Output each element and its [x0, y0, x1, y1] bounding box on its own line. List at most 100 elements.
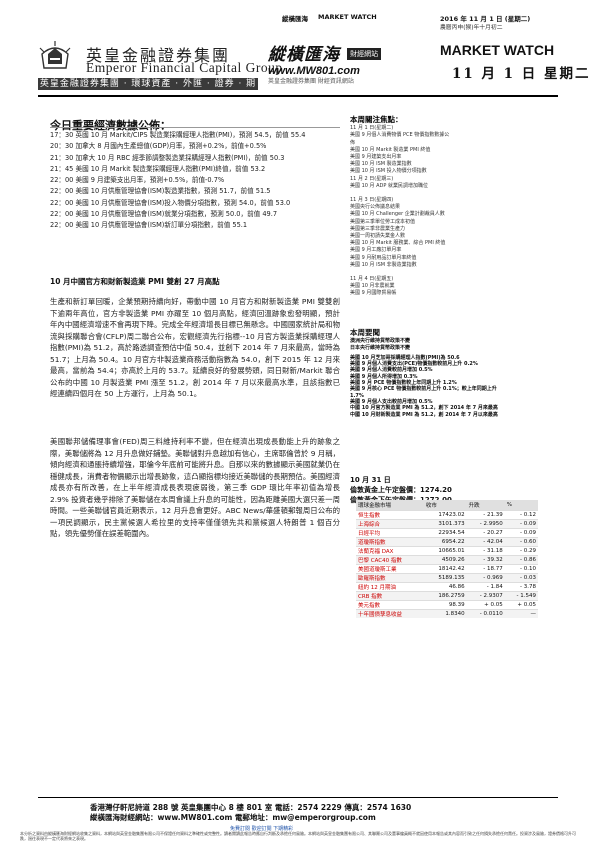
- table-row: 紐約 12 月期油 46.86- 1.84- 3.78: [356, 582, 538, 592]
- market-value-cell: 5189.135: [423, 573, 467, 583]
- emperor-logo-icon: [39, 41, 71, 69]
- table-row: 歐羅斯指數 5189.135- 0.969- 0.03: [356, 573, 538, 583]
- focus-line: 美國 9 月建築支出月率: [350, 154, 402, 161]
- eco-divider: [50, 127, 340, 128]
- table-row: CRB 指數 186.2759- 2.9307- 1.549: [356, 591, 538, 601]
- table-row: 美元指數 98.39 + 0.05 + 0.05: [356, 600, 538, 610]
- table-row: 上海綜合 3101.373- 2.9950- 0.09: [356, 519, 538, 529]
- focus-line: 美國第三季非農業生產力: [350, 225, 406, 232]
- news-line: 日本央行維持貨幣政策不變: [350, 344, 411, 351]
- market-value-cell: - 0.0110: [466, 609, 505, 618]
- firm-cn-name: 英皇金融證券集團: [86, 46, 231, 65]
- market-value-cell: - 0.09: [504, 528, 538, 538]
- market-value-cell: - 3.78: [504, 582, 538, 592]
- brand-cn: 縱橫匯海: [268, 45, 340, 65]
- market-name-cell: CRB 指數: [356, 591, 424, 601]
- market-value-cell: 3101.373: [423, 519, 467, 529]
- brand-url[interactable]: www.MW801.com: [268, 65, 360, 77]
- market-name-cell: 道瓊斯指數: [356, 537, 424, 547]
- market-value-cell: - 0.10: [504, 564, 538, 574]
- table-row: 恒生指數 17423.02- 21.39- 0.12: [356, 510, 538, 520]
- article-paragraph-2: 美國聯邦儲備理事會(FED)周三料維持利率不變，但在經濟出現成長動能上升的跡象之…: [50, 437, 340, 538]
- market-name-cell: 歐羅斯指數: [356, 573, 424, 583]
- top-mid-label: MARKET WATCH: [318, 13, 377, 21]
- gold-am-fix: 倫敦黃金上午定盤價：1274.20: [350, 486, 452, 494]
- market-value-cell: - 18.77: [466, 564, 505, 574]
- eco-item: 21：45 美國 10 月 Markit 製造業採購經理人指數(PMI)終值，前…: [50, 164, 266, 173]
- market-value-cell: + 0.05: [504, 600, 538, 610]
- gold-fix-date: 10 月 31 日: [350, 476, 391, 484]
- article-title: 10 月中國官方和財新製造業 PMI 雙創 27 月高點: [50, 277, 220, 286]
- focus-line: 11 月 2 日(星期三): [350, 175, 394, 182]
- market-value-cell: 1.8340: [423, 609, 467, 618]
- brand-block: 縱橫匯海 財經網站 www.MW801.com 英皇金融證券集團 財經資訊網站: [268, 40, 398, 85]
- focus-line: 美國 10 月 ADP 就業民調增加職位: [350, 182, 429, 189]
- focus-line: 美國 9 月耐用品訂單月率終值: [350, 254, 417, 261]
- market-value-cell: 6954.22: [423, 537, 467, 547]
- disclaimer: 本分析之資料由縱橫匯海財經網站收集之資料，本網站與英皇金融集團有限公司不保證任何…: [20, 831, 576, 841]
- market-name-cell: 恒生指數: [356, 510, 424, 520]
- market-value-cell: 10665.01: [423, 546, 467, 556]
- market-table-header: 環球金融市場 收市 升跌 %: [356, 500, 538, 511]
- market-value-cell: + 0.05: [466, 600, 505, 610]
- eco-item: 20：30 加拿大 8 月國內生產總值(GDP)月率，預測+0.2%，前值+0.…: [50, 142, 267, 151]
- subscribe-note[interactable]: 免費訂閱 歡迎訂閱 下期精彩: [230, 826, 294, 832]
- focus-line: 美國 10 月 Challenger 企業計劃裁員人數: [350, 211, 445, 218]
- market-watch-title: MARKET WATCH: [440, 42, 555, 58]
- table-row: 法蘭克福 DAX 10665.01- 31.18- 0.29: [356, 546, 538, 556]
- market-value-cell: - 2.9950: [466, 519, 505, 529]
- top-date-label: 2016 年 11 月 1 日 (星期二): [440, 15, 531, 23]
- table-row: 道瓊斯指數 6954.22- 42.04- 0.60: [356, 537, 538, 547]
- market-value-cell: - 31.18: [466, 546, 505, 556]
- footer-address: 香港灣仔軒尼詩道 288 號 英皇集團中心 8 樓 801 室 電話：2574 …: [90, 803, 412, 812]
- focus-line: 美國 10 月 Markit 製造業 PMI 終值: [350, 146, 431, 153]
- focus-line: 美國 10 月 Markit 服務業、綜合 PMI 終值: [350, 240, 446, 247]
- news-line: 美國 9 月核心 PCE 物價指數較前月上升 0.1%；較上年同期上升 1.7%: [350, 386, 497, 399]
- col-header: 環球金融市場: [356, 500, 424, 511]
- eco-item: 17：30 英國 10 月 Markit/CIPS 製造業採購經理人指數(PMI…: [50, 131, 306, 139]
- market-table: 環球金融市場 收市 升跌 % 恒生指數 17423.02- 21.39- 0.12…: [356, 500, 538, 618]
- market-name-cell: 十年國債孳息收益: [356, 609, 424, 618]
- eco-item: 21：30 加拿大 10 月 RBC 經季節調整製造業採購經理人指數(PMI)，…: [50, 153, 285, 162]
- market-value-cell: - 1.549: [504, 591, 538, 601]
- weekly-focus-heading: 本周關注焦點：: [350, 115, 403, 124]
- focus-line: 美國 10 月 ISM 製造業指數: [350, 161, 412, 168]
- table-row: 巴黎 CAC40 指數 4509.26- 39.32- 0.86: [356, 555, 538, 565]
- market-value-cell: 4509.26: [423, 555, 467, 565]
- news-line: 美國 10 月芝加哥採購經理人指數(PMI)為 50.6: [350, 354, 460, 361]
- market-value-cell: - 39.32: [466, 555, 505, 565]
- news-line: 澳洲央行維持貨幣政策不變: [350, 338, 411, 345]
- market-value-cell: 18142.42: [423, 564, 467, 574]
- weekly-news-box: 本周要聞 澳洲央行維持貨幣政策不變 日本央行維持貨幣政策不變 美國 10 月芝加…: [350, 329, 510, 418]
- market-value-cell: - 2.9307: [466, 591, 505, 601]
- eco-list: 17：30 英國 10 月 Markit/CIPS 製造業採購經理人指數(PMI…: [50, 130, 340, 232]
- market-name-cell: 美元指數: [356, 600, 424, 610]
- news-line: 中國 10 月財新製造業 PMI 為 51.2，創 2014 年 7 月以來最高: [350, 411, 498, 418]
- focus-spacer: [350, 269, 450, 276]
- market-value-cell: - 42.04: [466, 537, 505, 547]
- lunar-date: 農曆丙申(猴)年十月初二: [440, 25, 503, 31]
- focus-line: 美國 9 月個人消費物價 PCE 物價指數數據公佈: [350, 132, 450, 146]
- market-name-cell: 法蘭克福 DAX: [356, 546, 424, 556]
- eco-item: 22：00 美國 9 月建築支出月率，預測+0.5%，前值-0.7%: [50, 176, 225, 185]
- eco-heading: 今日重要經濟數據公佈：: [50, 119, 171, 132]
- footer-divider: [38, 797, 558, 798]
- focus-line: 美國 10 月非農就業: [350, 283, 395, 290]
- eco-item: 22：00 美國 10 月供應管理協會(ISM)新訂單分項指數，前值 55.1: [50, 221, 248, 230]
- news-line: 美國 9 月個人所得增加 0.3%: [350, 373, 418, 380]
- market-value-cell: - 0.86: [504, 555, 538, 565]
- issue-date: 11 月 1 日 星期二: [452, 66, 591, 82]
- focus-line: 11 月 3 日(星期四): [350, 197, 394, 204]
- market-value-cell: - 0.60: [504, 537, 538, 547]
- news-line: 美國 9 月 PCE 物價指數較上年同期上升 1.2%: [350, 380, 457, 387]
- market-value-cell: - 21.39: [466, 510, 505, 520]
- firm-banner: 英皇金融證券集團 · 環球資產 · 外匯 · 證券 · 期貨交易: [38, 78, 258, 101]
- brand-tag: 財經網站: [347, 48, 382, 60]
- col-header: 收市: [423, 500, 467, 511]
- footer-contact[interactable]: 縱橫匯海財經網站：www.MW801.com 電郵地址：mw@emperorgr…: [90, 813, 376, 822]
- market-value-cell: - 1.84: [466, 582, 505, 592]
- market-value-cell: - 20.27: [466, 528, 505, 538]
- focus-spacer: [350, 190, 450, 197]
- focus-line: 美國 10 月 ISM 投入物價分項指數: [350, 168, 427, 175]
- market-value-cell: - 0.969: [466, 573, 505, 583]
